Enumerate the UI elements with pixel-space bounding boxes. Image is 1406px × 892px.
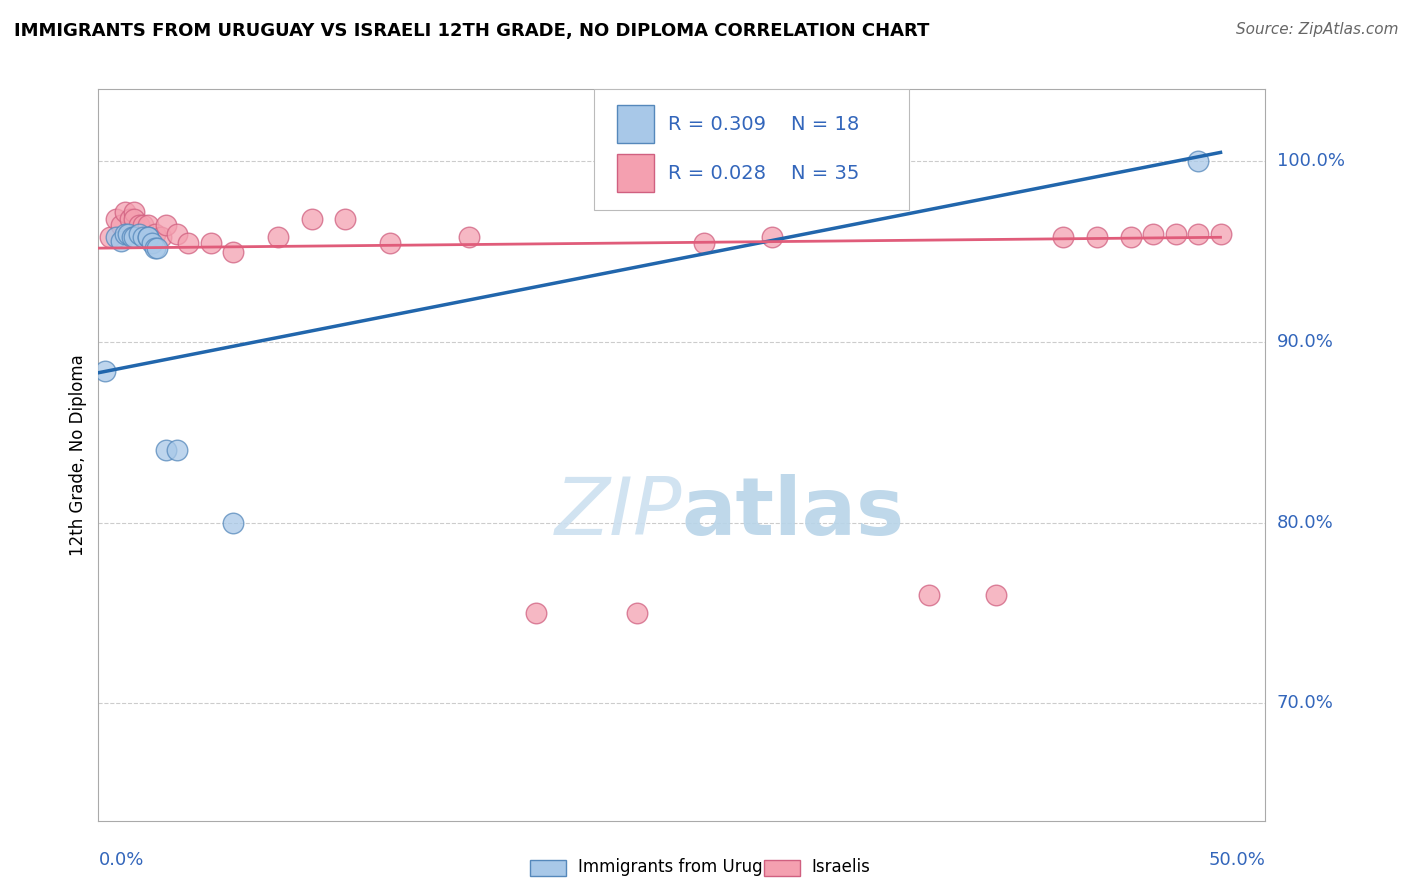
Point (110, 218, 132, 232)
Point (150, 230, 173, 244)
Point (1209, 227, 1232, 241)
Point (132, 218, 155, 232)
Point (267, 230, 290, 244)
Point (761, 230, 783, 244)
Point (301, 212, 323, 227)
Point (166, 227, 188, 241)
FancyBboxPatch shape (617, 105, 654, 144)
Point (1187, 154, 1209, 169)
Point (110, 234, 132, 248)
Text: 80.0%: 80.0% (1277, 514, 1333, 532)
Point (200, 235, 222, 250)
Point (146, 241, 169, 255)
Point (693, 235, 716, 250)
FancyBboxPatch shape (595, 89, 910, 210)
Point (136, 230, 159, 244)
Point (121, 230, 143, 244)
Text: 70.0%: 70.0% (1277, 694, 1333, 712)
Text: 50.0%: 50.0% (1209, 851, 1265, 869)
Point (222, 244, 245, 259)
Text: R = 0.028    N = 35: R = 0.028 N = 35 (668, 164, 859, 183)
Text: Source: ZipAtlas.com: Source: ZipAtlas.com (1236, 22, 1399, 37)
Point (114, 227, 136, 241)
Text: 90.0%: 90.0% (1277, 333, 1333, 351)
Point (124, 230, 146, 244)
FancyBboxPatch shape (617, 154, 654, 193)
Text: atlas: atlas (682, 475, 905, 552)
Point (141, 235, 163, 250)
Point (98, 230, 121, 244)
Point (524, 606, 547, 620)
Point (1164, 227, 1187, 241)
Point (155, 443, 177, 458)
Point (118, 212, 141, 227)
Text: R = 0.309    N = 18: R = 0.309 N = 18 (668, 115, 859, 134)
Point (143, 241, 166, 255)
Point (155, 218, 177, 232)
Point (1187, 227, 1209, 241)
Point (136, 230, 159, 244)
Point (143, 227, 166, 241)
Text: Immigrants from Uruguay: Immigrants from Uruguay (578, 858, 793, 876)
Point (1119, 230, 1142, 244)
Point (117, 227, 139, 241)
Point (114, 205, 136, 219)
Point (132, 230, 155, 244)
Point (378, 235, 402, 250)
Point (335, 212, 357, 227)
Text: IMMIGRANTS FROM URUGUAY VS ISRAELI 12TH GRADE, NO DIPLOMA CORRELATION CHART: IMMIGRANTS FROM URUGUAY VS ISRAELI 12TH … (14, 22, 929, 40)
Text: Israelis: Israelis (811, 858, 870, 876)
Text: ZIP: ZIP (554, 475, 682, 552)
Point (626, 606, 648, 620)
Point (1142, 227, 1164, 241)
Point (128, 227, 150, 241)
Text: 100.0%: 100.0% (1277, 153, 1344, 170)
Point (1052, 230, 1074, 244)
Point (222, 516, 245, 530)
FancyBboxPatch shape (530, 860, 567, 876)
Point (1085, 230, 1108, 244)
Text: 0.0%: 0.0% (98, 851, 143, 869)
Y-axis label: 12th Grade, No Diploma: 12th Grade, No Diploma (69, 354, 87, 556)
Point (984, 588, 1007, 602)
Point (166, 443, 188, 458)
Point (918, 588, 941, 602)
Point (105, 212, 128, 227)
Point (136, 218, 159, 232)
Point (124, 205, 146, 219)
Point (177, 235, 200, 250)
FancyBboxPatch shape (763, 860, 800, 876)
Point (94, 364, 117, 378)
Point (128, 218, 150, 232)
Point (105, 230, 128, 244)
Point (124, 212, 146, 227)
Point (457, 230, 479, 244)
